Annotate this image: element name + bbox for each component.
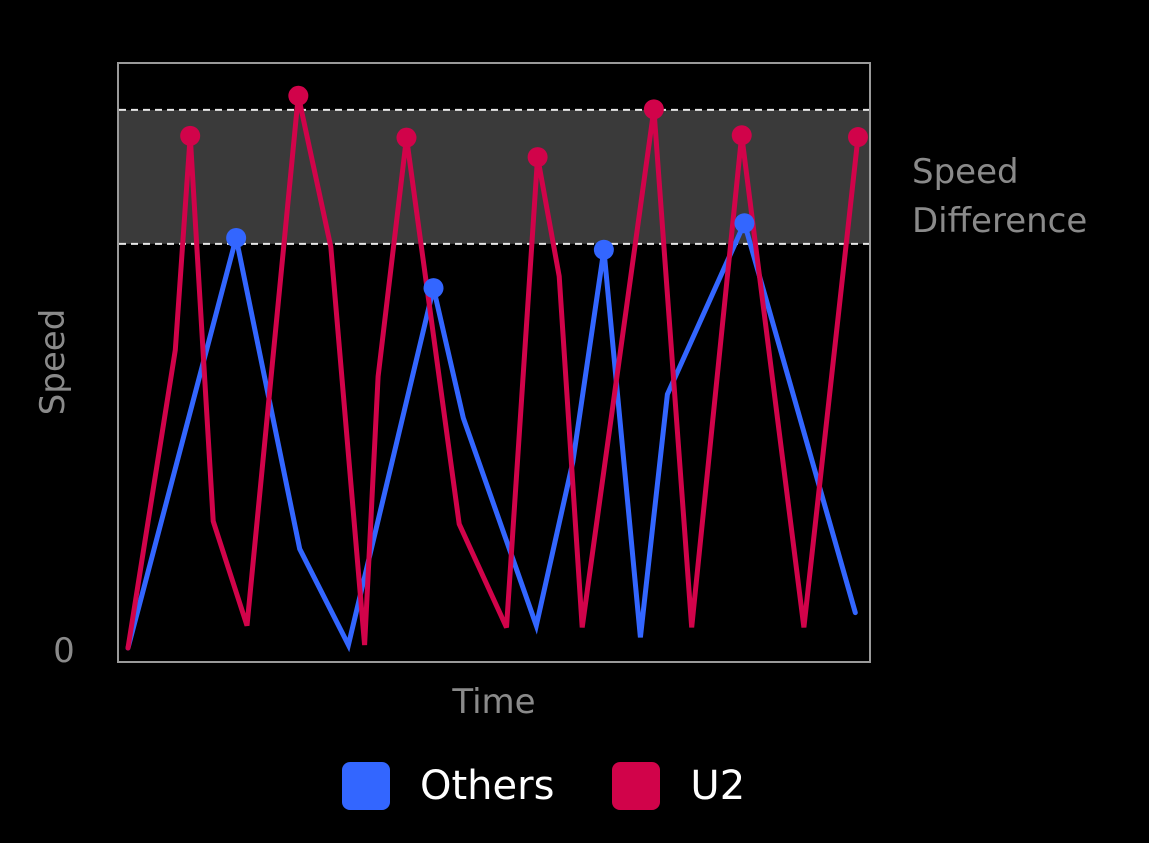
x-axis-label: Time	[451, 682, 535, 722]
legend-label-others: Others	[420, 763, 555, 809]
data-point-others-11	[734, 213, 755, 234]
data-point-u2-2	[180, 125, 201, 146]
series-layer	[125, 85, 868, 653]
data-point-u2-17	[731, 125, 752, 146]
data-point-u2-15	[643, 99, 664, 120]
data-point-u2-12	[527, 147, 548, 168]
band-label-line-1: Speed	[912, 152, 1019, 192]
series-line-u2	[125, 95, 861, 651]
speed-difference-band	[119, 109, 869, 244]
plot-area-frame	[117, 62, 871, 663]
series-line-others	[125, 215, 858, 653]
legend-item-others: Others	[342, 762, 554, 810]
data-point-u2-9	[396, 127, 417, 148]
data-point-others-8	[593, 239, 614, 260]
data-point-u2-5	[288, 85, 309, 106]
legend: Others U2	[342, 762, 803, 810]
data-point-u2-19	[848, 127, 868, 148]
data-point-others-4	[423, 278, 444, 299]
legend-swatch-u2	[612, 762, 661, 810]
speed-difference-band-layer	[119, 108, 869, 245]
y-tick-label-0: 0	[53, 631, 75, 671]
legend-label-u2: U2	[690, 763, 746, 809]
legend-swatch-others	[342, 762, 390, 810]
legend-item-u2: U2	[612, 762, 745, 810]
y-axis-label: Speed	[33, 309, 73, 416]
band-label-line-2: Difference	[912, 201, 1087, 241]
data-point-others-1	[226, 227, 247, 248]
